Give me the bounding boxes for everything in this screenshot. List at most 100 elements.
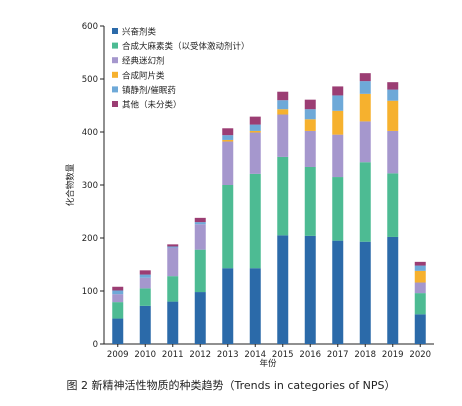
bar-segment <box>387 89 399 101</box>
bar-segment <box>304 235 316 344</box>
bar-segment <box>222 268 234 344</box>
bar-segment <box>304 109 316 120</box>
bar-segment <box>359 81 371 94</box>
bar-segment <box>112 302 124 319</box>
bar-segment <box>222 139 234 142</box>
bar-segment <box>139 270 151 275</box>
bar-segment <box>387 130 399 174</box>
bar-segment <box>167 246 179 248</box>
bar-segment <box>332 240 344 344</box>
bar-segment <box>277 100 289 110</box>
bar-segment <box>332 110 344 135</box>
bar-segment <box>112 290 124 295</box>
x-tick-label: 2016 <box>299 350 321 360</box>
x-tick-label: 2019 <box>382 350 404 360</box>
bar-segment <box>387 173 399 237</box>
bar-segment <box>414 265 426 271</box>
chart-svg: 0 100 200 300 400 500 600 2009 2010 2011 2012 2013 2… <box>65 22 434 369</box>
x-tick-label: 2018 <box>354 350 376 360</box>
x-tick-label: 2014 <box>244 350 266 360</box>
bar-segment <box>277 156 289 236</box>
legend-entry: 镇静剂/催眠药 <box>122 85 176 96</box>
x-tick-label: 2017 <box>327 350 349 360</box>
bar-segment <box>167 244 179 247</box>
bar-segment <box>249 124 261 131</box>
bar-segment <box>304 130 316 167</box>
y-tick-label: 500 <box>82 75 98 85</box>
bar-segment <box>139 274 151 278</box>
x-tick-label: 2012 <box>189 350 211 360</box>
bar-segment <box>167 301 179 344</box>
x-tick-label: 2009 <box>107 350 129 360</box>
bar-segment <box>139 288 151 306</box>
bar-segment <box>194 249 206 293</box>
bar-segment <box>112 318 124 344</box>
bar-segment <box>112 294 124 303</box>
legend-swatch <box>112 86 118 93</box>
y-axis-label: 化合物数量 <box>65 163 76 206</box>
x-tick-label: 2011 <box>162 350 184 360</box>
bar-segment <box>414 282 426 294</box>
bar-segment <box>359 162 371 242</box>
bar-segment <box>332 86 344 96</box>
y-tick-label: 300 <box>82 181 98 191</box>
legend-entry: 合成大麻素类（以受体激动剂计） <box>122 41 250 52</box>
chart-bars <box>112 73 426 344</box>
bar-segment <box>359 241 371 344</box>
bar-segment <box>167 276 179 302</box>
bar-segment <box>332 95 344 111</box>
legend-entry: 合成阿片类 <box>122 70 165 81</box>
bar-segment <box>249 268 261 344</box>
bar-segment <box>387 100 399 131</box>
bar-segment <box>332 134 344 178</box>
figure-caption: 图 2 新精神活性物质的种类趋势（Trends in categories of… <box>66 379 396 392</box>
bar-segment <box>277 91 289 101</box>
legend-swatch <box>112 71 118 78</box>
bar-segment <box>387 236 399 344</box>
bar-segment <box>304 99 316 110</box>
bar-segment <box>304 166 316 236</box>
legend-entry: 兴奋剂类 <box>122 27 157 38</box>
x-tick-label: 2020 <box>409 350 431 360</box>
bar-segment <box>222 128 234 136</box>
bar-segment <box>414 293 426 315</box>
bar-segment <box>249 132 261 174</box>
bar-segment <box>112 286 124 291</box>
bar-segment <box>332 177 344 241</box>
x-tick-label: 2015 <box>272 350 294 360</box>
bar-segment <box>359 73 371 82</box>
x-tick-label: 2013 <box>217 350 239 360</box>
bar-segment <box>167 247 179 277</box>
chart-axes: 0 100 200 300 400 500 600 2009 2010 2011 2012 2013 2… <box>82 22 434 360</box>
y-tick-label: 200 <box>82 234 98 244</box>
y-tick-label: 0 <box>93 340 98 350</box>
bar-segment <box>249 116 261 125</box>
y-tick-label: 100 <box>82 287 98 297</box>
bar-segment <box>249 130 261 133</box>
y-tick-label: 600 <box>82 22 98 32</box>
bar-segment <box>194 217 206 223</box>
bar-segment <box>414 270 426 283</box>
legend-swatch <box>112 57 118 64</box>
bar-segment <box>139 305 151 344</box>
bar-segment <box>387 82 399 90</box>
legend-swatch <box>112 42 118 49</box>
x-axis-label: 年份 <box>259 358 277 369</box>
bar-segment <box>359 93 371 122</box>
bar-segment <box>194 222 206 225</box>
bar-segment <box>304 119 316 131</box>
bar-segment <box>139 277 151 289</box>
bar-segment <box>222 135 234 140</box>
y-tick-label: 400 <box>82 128 98 138</box>
bar-segment <box>222 141 234 185</box>
x-tick-label: 2010 <box>134 350 156 360</box>
bar-segment <box>277 114 289 157</box>
bar-segment <box>414 261 426 266</box>
legend-entry: 其他（未分类） <box>122 100 182 111</box>
bar-segment <box>249 173 261 269</box>
bar-segment <box>414 314 426 344</box>
bar-segment <box>277 235 289 344</box>
bar-segment <box>359 121 371 163</box>
